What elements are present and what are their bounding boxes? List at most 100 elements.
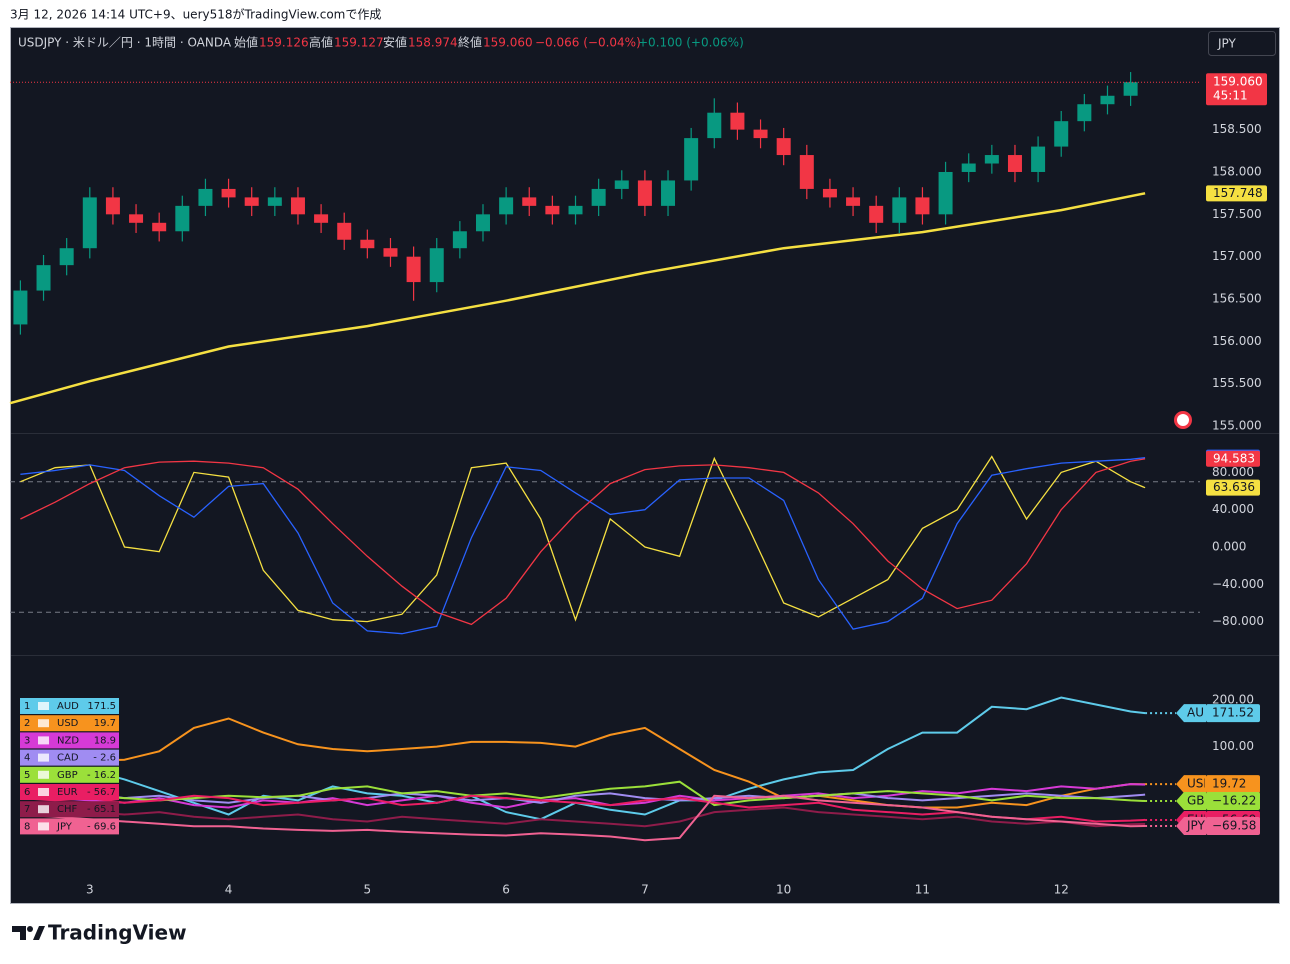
series-line: [20, 455, 1146, 623]
y-tick-label: 155.500: [1212, 376, 1262, 390]
value-tag: [1206, 792, 1260, 811]
value-tag: [1206, 450, 1260, 467]
last-price-label: 159.060: [1213, 75, 1263, 89]
legend-name: AUD: [57, 701, 79, 712]
name-tag-label: JPY: [1186, 818, 1206, 832]
legend-rank: 4: [24, 753, 30, 764]
value-tag: [1206, 775, 1260, 794]
legend-value: 19.7: [94, 718, 116, 729]
candle-body: [591, 188, 606, 206]
candle-body: [314, 214, 329, 223]
legend-flag: [38, 753, 49, 762]
y-tick-label: 156.500: [1212, 292, 1262, 306]
name-tag: [1176, 704, 1206, 723]
value-tag: [1206, 816, 1260, 835]
legend-rank: 5: [24, 770, 30, 781]
candle-body: [383, 248, 398, 257]
legend-flag: [38, 770, 49, 779]
candle-body: [1100, 95, 1115, 105]
candle-body: [1054, 121, 1069, 147]
ohlc-value: 159.126: [259, 36, 309, 50]
candle-body: [707, 112, 722, 139]
candle-body: [175, 205, 190, 232]
value-tag: [1206, 479, 1260, 496]
bar-countdown: 45:11: [1213, 89, 1248, 103]
series-line: [20, 458, 1146, 626]
y-tick-label: 158.500: [1212, 122, 1262, 136]
legend-value: 18.9: [94, 735, 116, 746]
ma-tag: [1206, 185, 1267, 202]
legend-rank: 3: [24, 735, 30, 746]
x-tick-label: 4: [225, 883, 233, 897]
series-line: [20, 794, 1146, 842]
candle-body: [59, 248, 74, 266]
candle-body: [221, 188, 236, 198]
name-tag: [1176, 792, 1206, 811]
candle-body: [129, 214, 144, 223]
candle-body: [1077, 104, 1092, 122]
currency-button[interactable]: [1208, 31, 1276, 56]
last-price-tag: [1206, 73, 1267, 106]
y-tick-label: 80.000: [1212, 465, 1254, 479]
candle-body: [822, 188, 837, 198]
name-tag: [1176, 816, 1206, 835]
price-change: −0.066 (−0.04%): [535, 36, 641, 50]
candle-body: [637, 180, 652, 206]
candle-body: [938, 171, 953, 215]
candle-body: [1007, 155, 1022, 172]
value-tag-label: −69.58: [1212, 818, 1256, 832]
legend-value: - 2.6: [93, 753, 116, 764]
candle-body: [661, 180, 676, 206]
moving-average: [9, 192, 1146, 405]
y-tick-label: 157.000: [1212, 249, 1262, 263]
legend-name: JPY: [56, 821, 73, 832]
series-line: [20, 696, 1146, 821]
value-tag-label: −16.22: [1212, 794, 1256, 808]
legend-rank: 1: [24, 701, 30, 712]
value-tag-label: 19.72: [1212, 777, 1246, 791]
x-tick-label: 7: [641, 883, 649, 897]
series-line: [20, 457, 1146, 635]
legend-name: EUR: [57, 787, 78, 798]
legend-rank: 6: [24, 787, 30, 798]
candle-body: [846, 197, 861, 206]
chart-frame: [10, 27, 1280, 904]
brand-logo: [12, 926, 45, 940]
ohlc-label: 始値: [234, 35, 258, 50]
candle-body: [684, 138, 699, 181]
legend-value: - 56.7: [87, 787, 116, 798]
candle-body: [1123, 82, 1138, 96]
series-line: [20, 717, 1146, 809]
y-tick-label: 200.00: [1212, 692, 1254, 706]
currency-button-label[interactable]: JPY: [1217, 37, 1237, 51]
candle-body: [568, 205, 583, 215]
candle-body: [267, 197, 282, 206]
ohlc-value: 159.060: [483, 36, 533, 50]
legend-rank: 7: [24, 804, 30, 815]
caption: 3月 12, 2026 14:14 UTC+9、uery518がTradingV…: [10, 7, 381, 22]
ohlc-label: 終値: [458, 35, 482, 50]
x-tick-label: 6: [502, 883, 510, 897]
legend-value: - 16.2: [87, 770, 116, 781]
legend-value: 171.5: [87, 701, 116, 712]
name-tag-label: GBP: [1187, 794, 1212, 808]
x-tick-label: 3: [86, 883, 94, 897]
candle-body: [915, 197, 930, 215]
candle-body: [198, 188, 213, 206]
symbol: USDJPY · 米ドル／円 · 1時間 · OANDA: [18, 36, 232, 50]
legend-rank: 2: [24, 718, 30, 729]
legend-flag: [38, 788, 49, 796]
candle-body: [360, 239, 375, 249]
value-tag-label: 63.636: [1213, 480, 1255, 494]
y-tick-label: 158.000: [1212, 164, 1262, 178]
y-tick-label: 157.500: [1212, 207, 1262, 221]
candle-body: [290, 197, 305, 215]
candle-body: [13, 290, 28, 325]
brand: TradingView: [48, 921, 187, 945]
x-tick-label: 5: [364, 883, 372, 897]
legend-name: NZD: [57, 735, 79, 746]
candle-body: [984, 155, 999, 164]
candle-body: [776, 138, 791, 156]
candle-body: [152, 222, 167, 232]
